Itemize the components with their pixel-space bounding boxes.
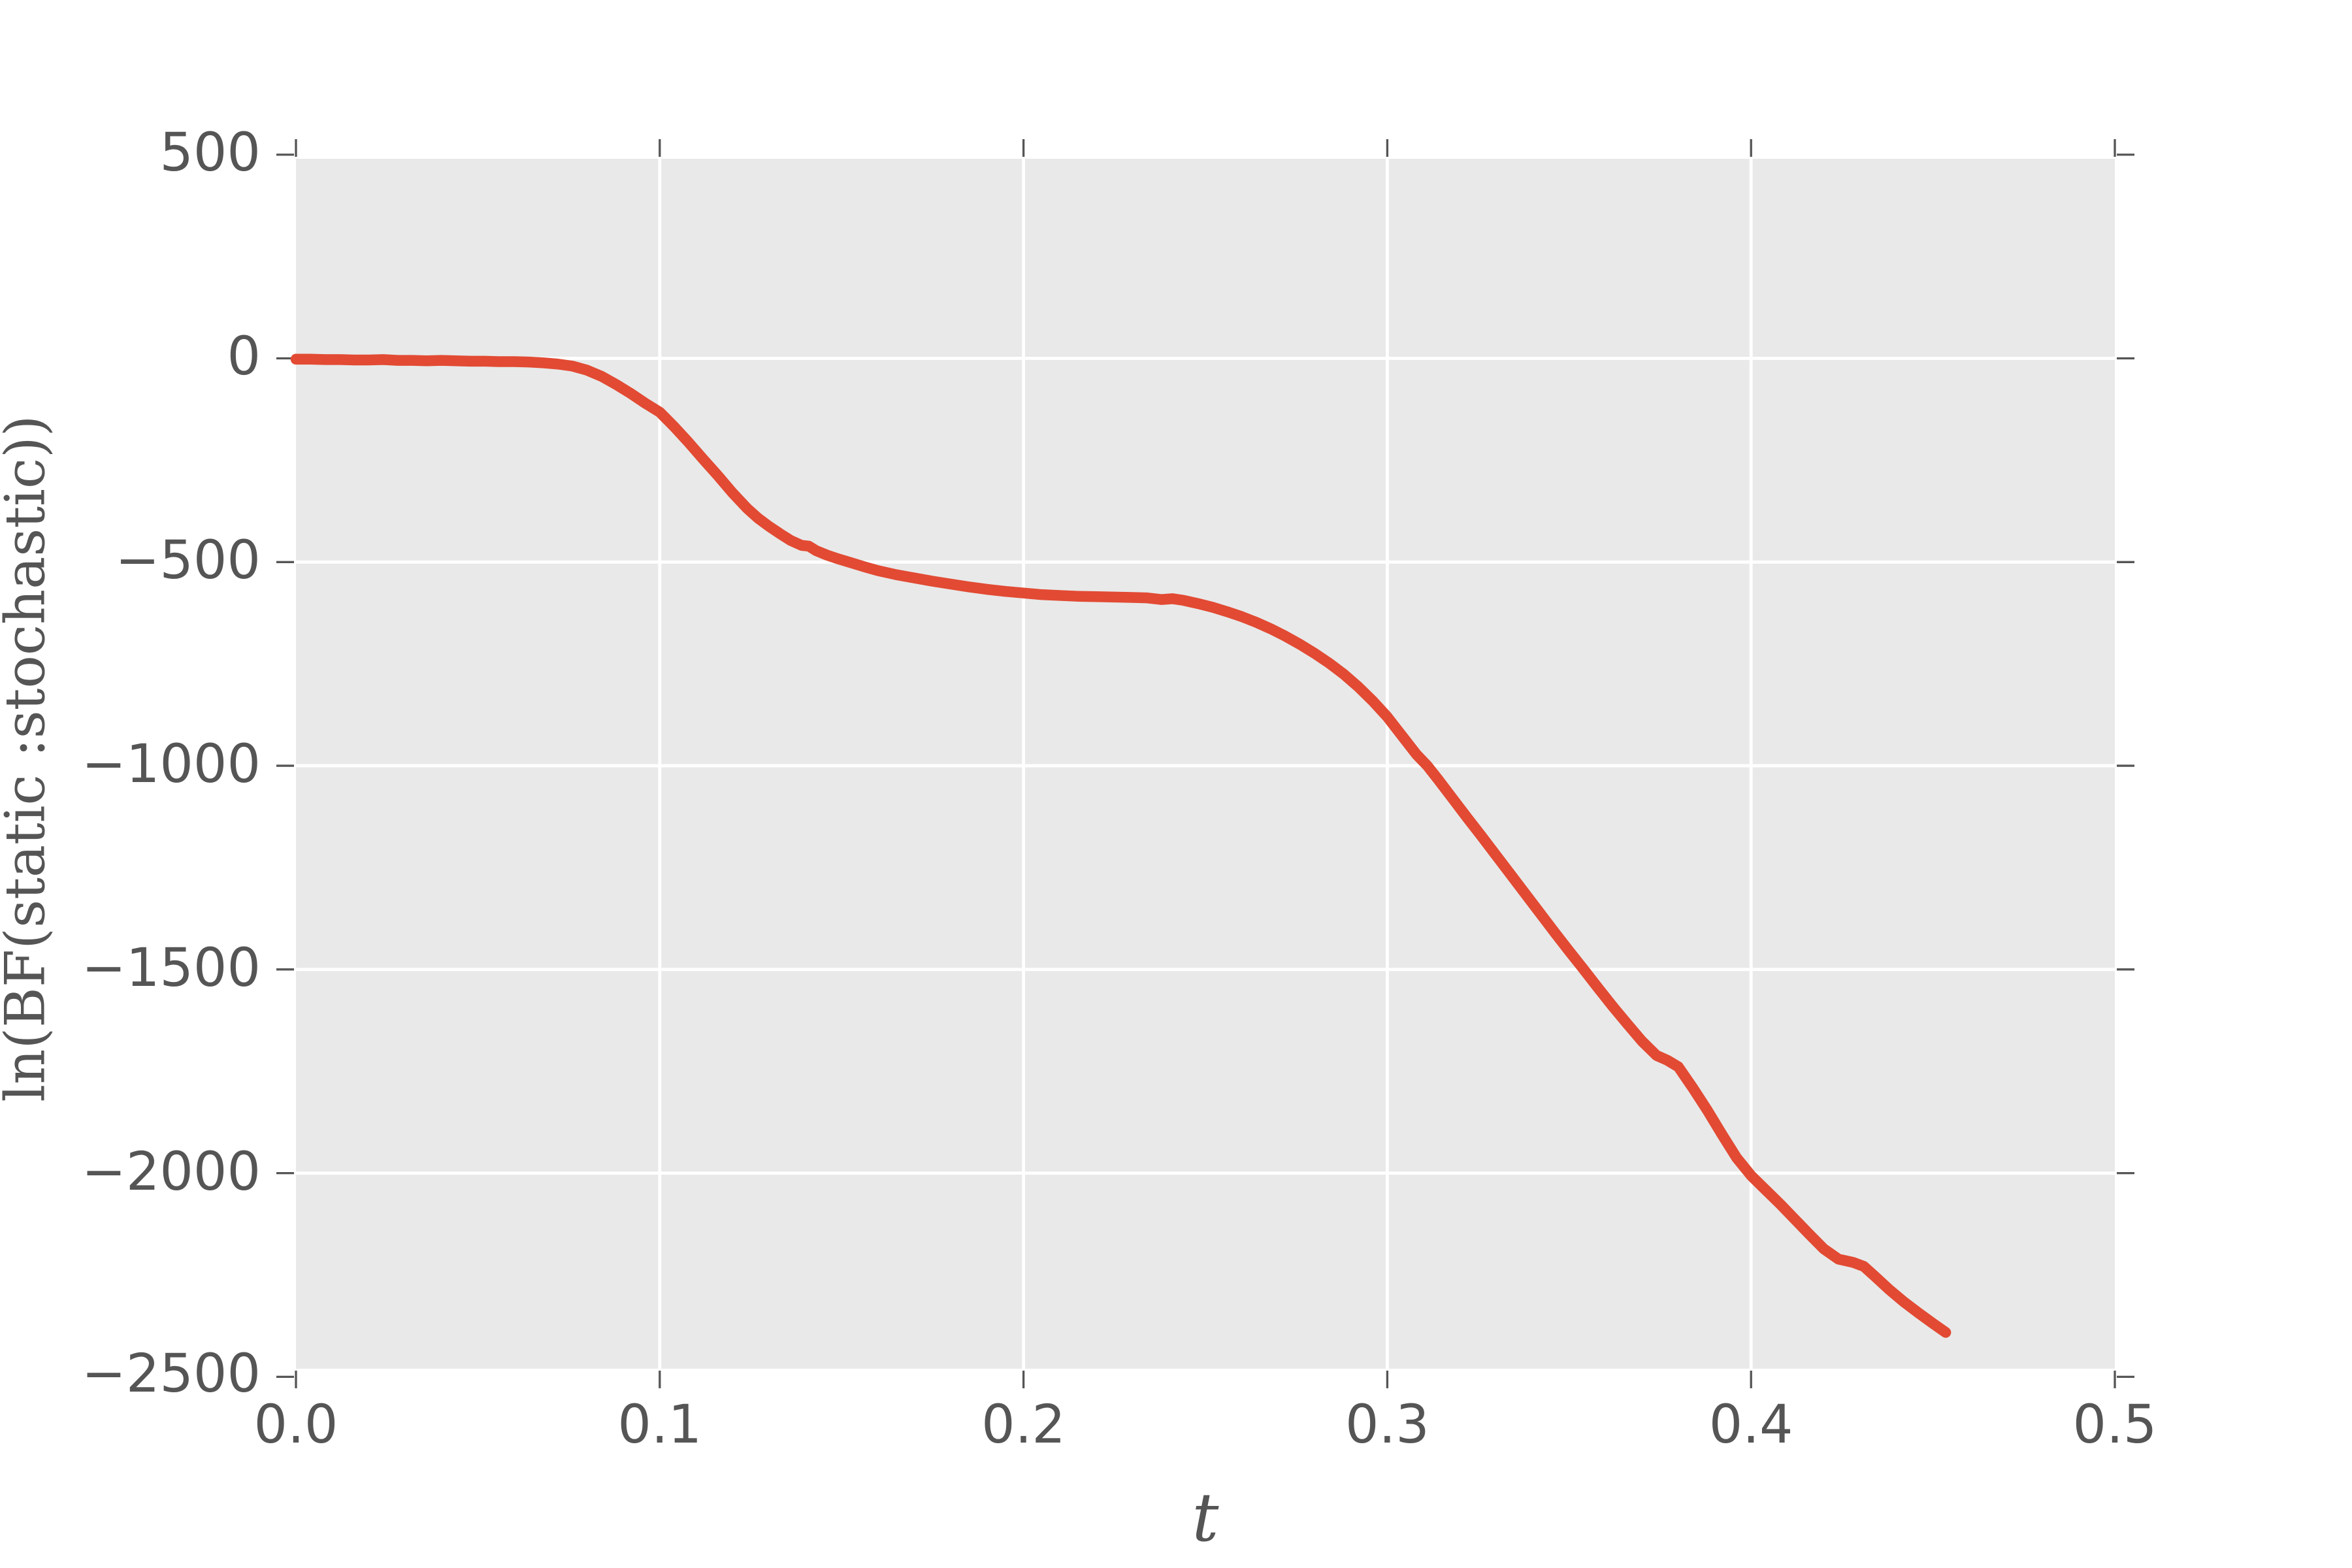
y-tick-label: 0 (227, 327, 261, 388)
x-axis-label: t (1192, 1480, 1219, 1558)
y-tick-label: −2000 (81, 1141, 261, 1203)
tick-layer (276, 139, 2134, 1388)
plot-area (296, 159, 2115, 1369)
x-tick-label: 0.3 (1345, 1396, 1429, 1456)
x-tick-label: 0.5 (2072, 1396, 2157, 1456)
x-tick-label: 0.4 (1708, 1396, 1793, 1456)
x-tick-label: 0.0 (253, 1396, 338, 1456)
y-tick-label: −2500 (81, 1345, 261, 1407)
grid-layer (296, 159, 2115, 1369)
y-tick-label: 500 (159, 123, 261, 184)
y-axis-label: ln(BF(static :stochastic)) (0, 415, 58, 1102)
y-tick-label: −500 (115, 531, 261, 592)
x-tick-label: 0.1 (617, 1396, 702, 1456)
x-tick-label: 0.2 (981, 1396, 1066, 1456)
y-tick-label: −1000 (81, 734, 261, 796)
y-tick-label: −1500 (81, 938, 261, 999)
series-line (290, 353, 1952, 1338)
